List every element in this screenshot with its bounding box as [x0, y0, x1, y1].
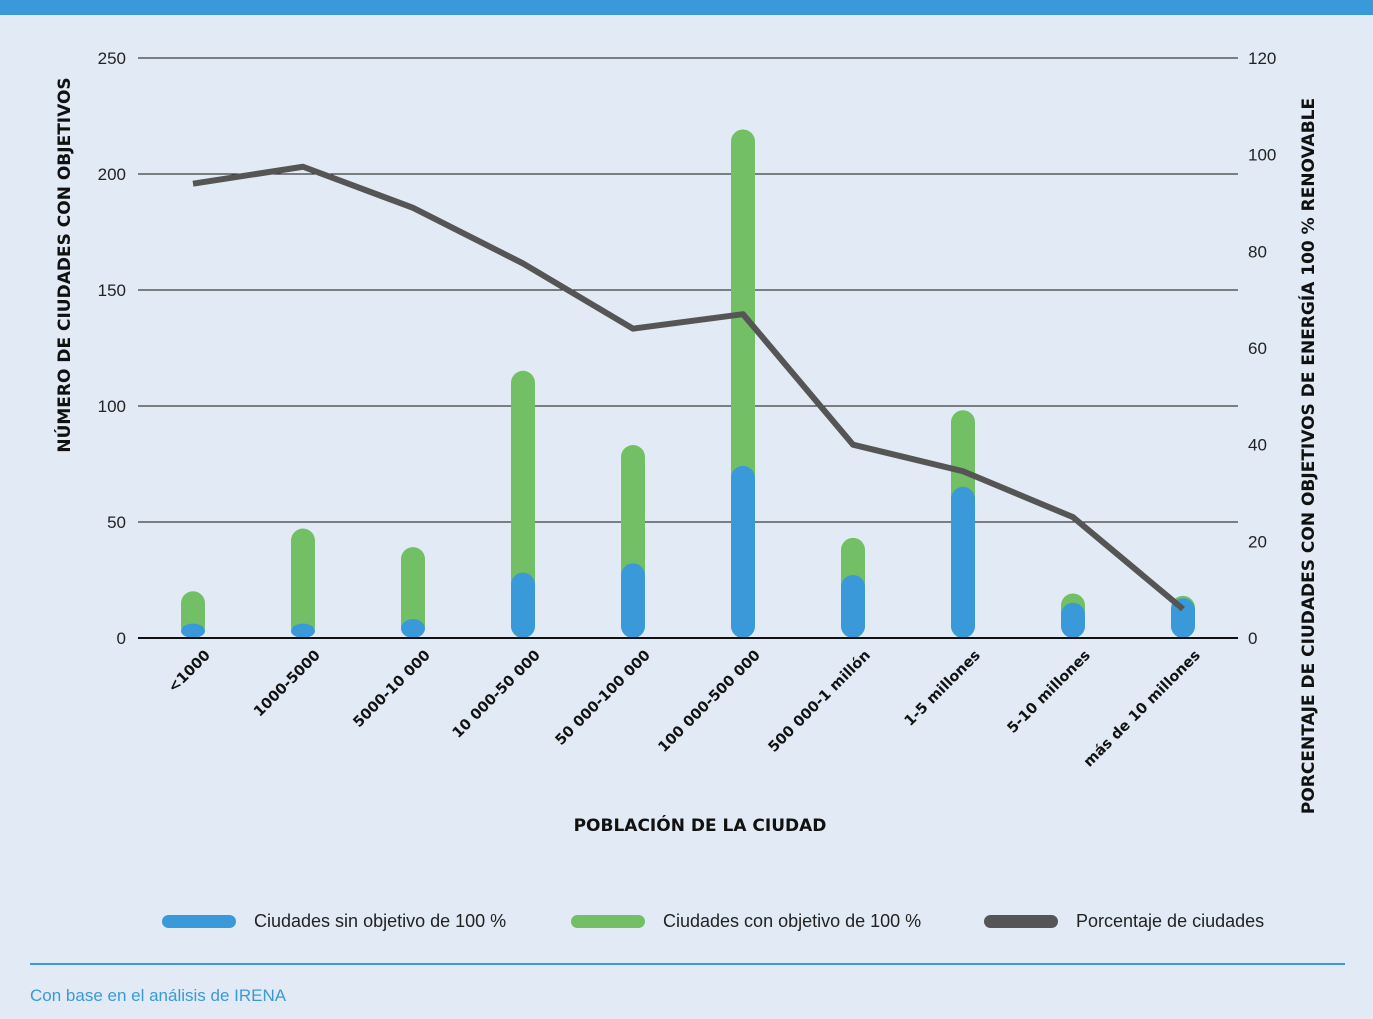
- legend-label: Porcentaje de ciudades: [1076, 910, 1265, 931]
- x-axis-title: POBLACIÓN DE LA CIUDAD: [574, 814, 827, 836]
- bar-sin-objetivo: [511, 572, 535, 638]
- y2-tick-label: 20: [1248, 532, 1267, 551]
- x-tick-label: 1000-5000: [251, 648, 324, 721]
- y-tick-label: 250: [98, 49, 126, 68]
- y2-axis-title: PORCENTAJE DE CIUDADES CON OBJETIVOS DE …: [1297, 98, 1319, 814]
- y2-tick-label: 80: [1248, 242, 1267, 261]
- bar-sin-objetivo: [621, 563, 645, 638]
- right-axis-ticks: 0 20 40 60 80 100 120: [1248, 49, 1276, 648]
- bar-sin-objetivo: [291, 623, 315, 638]
- gridlines: [138, 57, 1238, 523]
- legend-item-sin-objetivo: Ciudades sin objetivo de 100 %: [162, 904, 506, 938]
- series-line-porcentaje: [192, 163, 1185, 612]
- y2-tick-label: 40: [1248, 436, 1267, 455]
- y-tick-label: 0: [117, 629, 126, 648]
- y-tick-label: 200: [98, 165, 126, 184]
- y2-tick-label: 120: [1248, 49, 1276, 68]
- legend-item-porcentaje: Porcentaje de ciudades: [984, 904, 1264, 938]
- category-labels: <1000 1000-5000 5000-10 000 10 000-50 000 50…: [165, 648, 1203, 771]
- y2-tick-label: 60: [1248, 339, 1267, 358]
- x-tick-label: 100 000-500 000: [656, 648, 764, 756]
- legend: Ciudades sin objetivo de 100 % Ciudades …: [0, 904, 1373, 938]
- y-tick-label: 50: [107, 513, 126, 532]
- x-tick-label: 5-10 millones: [1005, 648, 1094, 737]
- y-axis-title: NÚMERO DE CIUDADES CON OBJETIVOS: [53, 77, 75, 452]
- source-note: Con base en el análisis de IRENA: [30, 986, 287, 1005]
- x-tick-label: 50 000-100 000: [553, 648, 654, 749]
- y-tick-label: 100: [98, 397, 126, 416]
- bar-sin-objetivo: [841, 574, 865, 638]
- legend-swatch-blue: [162, 914, 236, 928]
- y2-tick-label: 0: [1248, 629, 1257, 648]
- bar-sin-objetivo: [731, 465, 755, 638]
- y2-tick-label: 100: [1248, 146, 1276, 165]
- x-tick-label: 10 000-50 000: [450, 648, 544, 742]
- x-tick-label: 500 000-1 millón: [766, 648, 874, 756]
- left-axis-ticks: 0 50 100 150 200 250: [98, 49, 126, 648]
- bar-con-objetivo: [291, 528, 315, 638]
- bar-sin-objetivo: [1171, 598, 1195, 638]
- percentage-line: [192, 163, 1185, 612]
- top-accent-bar: [0, 0, 1373, 15]
- x-tick-label: 5000-10 000: [350, 648, 433, 731]
- bars: [136, 129, 1240, 655]
- bar-sin-objetivo: [1061, 602, 1085, 638]
- bar-con-objetivo: [511, 370, 535, 638]
- legend-swatch-green: [571, 914, 645, 928]
- bar-sin-objetivo: [401, 619, 425, 638]
- bar-con-objetivo: [401, 547, 425, 638]
- bar-sin-objetivo: [181, 623, 205, 638]
- bar-sin-objetivo: [951, 486, 975, 638]
- y-tick-label: 150: [98, 281, 126, 300]
- x-tick-label: 1-5 millones: [902, 648, 984, 730]
- legend-label: Ciudades sin objetivo de 100 %: [254, 910, 507, 931]
- legend-item-con-objetivo: Ciudades con objetivo de 100 %: [571, 904, 921, 938]
- legend-label: Ciudades con objetivo de 100 %: [663, 910, 922, 931]
- baseline-mask: [136, 639, 1240, 655]
- legend-swatch-gray: [984, 914, 1058, 928]
- footer-divider: [30, 963, 1345, 965]
- x-tick-label: más de 10 millones: [1081, 648, 1204, 771]
